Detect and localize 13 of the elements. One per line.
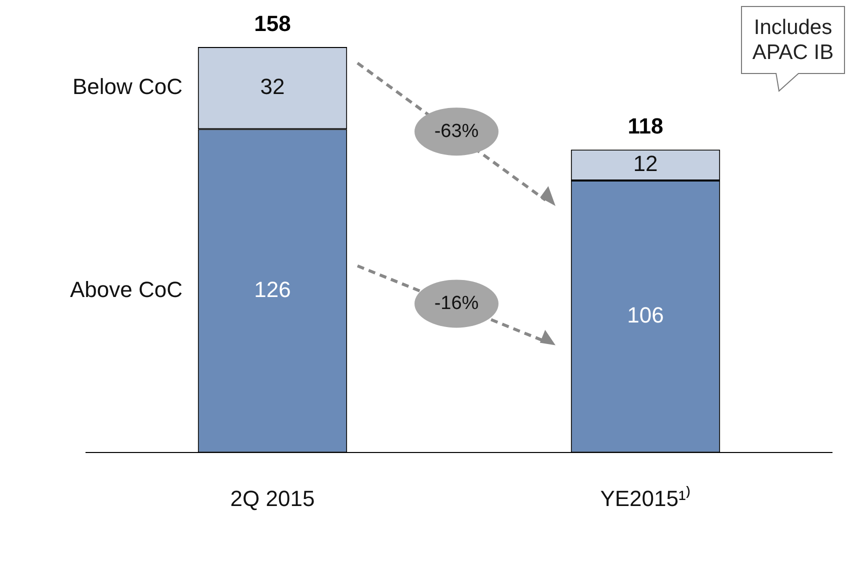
annotation: -63% xyxy=(434,120,479,142)
series-label: Below CoC xyxy=(72,74,183,100)
total-label: 158 xyxy=(254,11,291,36)
data-label: 106 xyxy=(627,302,664,328)
annotation: Includes APAC IB xyxy=(741,6,845,74)
annotation: -16% xyxy=(434,292,479,314)
data-label: 32 xyxy=(260,74,285,100)
data-label: 126 xyxy=(254,276,291,302)
data-label: 12 xyxy=(633,151,658,176)
series-label: Above CoC xyxy=(70,276,183,302)
total-label: 118 xyxy=(628,114,664,139)
x-tick-label: 2Q 2015 xyxy=(230,486,315,511)
x-tick-label: YE2015¹⁾ xyxy=(600,486,691,511)
